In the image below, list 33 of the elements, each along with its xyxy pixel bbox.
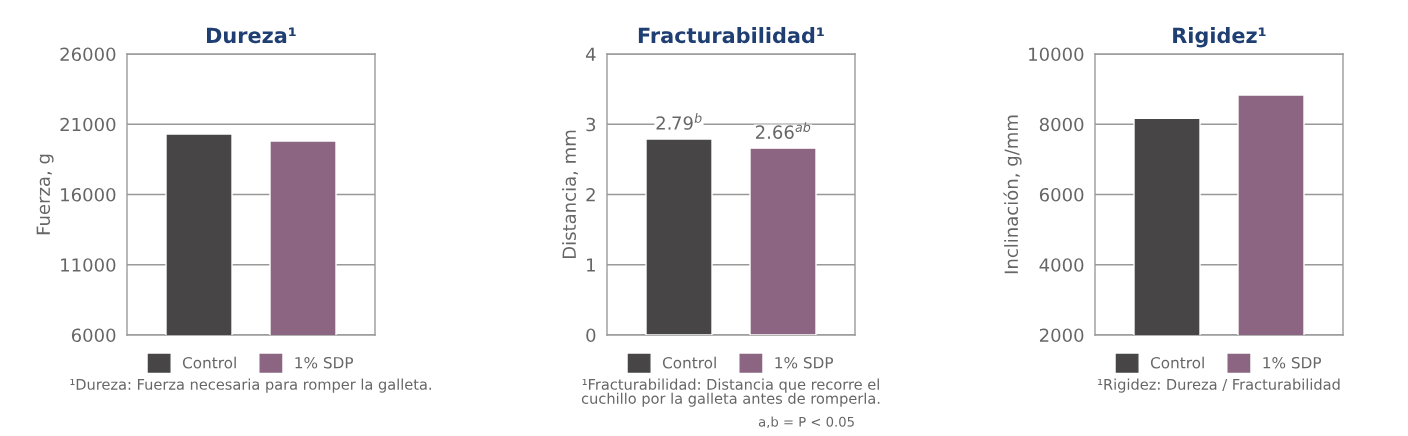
y-tick-label: 26000 — [60, 47, 116, 62]
data-label: 2.66$^{ab}$ — [755, 122, 811, 139]
text: a,b = P < 0.05 — [758, 416, 854, 429]
y-tick-label: 11000 — [61, 258, 116, 272]
chart-title: Dureza¹ — [206, 27, 296, 44]
y-axis-title: Distancia, mm — [562, 130, 578, 259]
legend-label: Control — [662, 356, 716, 369]
y-tick-label: 4 — [585, 47, 596, 61]
legend-label: 1% SDP — [295, 356, 354, 369]
chart-title: Fracturabilidad¹ — [638, 27, 824, 44]
data-label: 2.79$^{b}$ — [656, 113, 702, 130]
y-tick-label: 6000 — [1039, 187, 1084, 202]
y-tick-label: 2000 — [1039, 328, 1084, 343]
y-axis-title: Fuerza, g — [36, 154, 54, 235]
y-axis-title: Inclinación, g/mm — [1003, 115, 1022, 274]
text: ¹Dureza: Fuerza necesaria para romper la galleta. — [70, 378, 431, 393]
y-tick-label: 21000 — [60, 117, 116, 132]
chart-title: Rigidez¹ — [1173, 27, 1266, 48]
y-tick-label: 4000 — [1039, 258, 1084, 272]
text: ¹Rigidez: Dureza / Fracturabilidad — [1098, 378, 1340, 393]
y-tick-label: 3 — [586, 117, 596, 132]
legend-label: 1% SDP — [1263, 356, 1322, 369]
y-tick-label: 0 — [586, 328, 596, 343]
legend-label: 1% SDP — [775, 356, 834, 369]
legend-label: Control — [182, 356, 236, 369]
y-tick-label: 2 — [586, 187, 595, 202]
y-tick-label: 8000 — [1039, 117, 1084, 132]
y-tick-label: 16000 — [61, 187, 116, 202]
text: ¹Fracturabilidad: Distancia que recorre el cuchillo por la galleta antes de romperla. — [581, 378, 880, 407]
y-tick-label: 6000 — [71, 328, 116, 343]
y-tick-label: 10000 — [1029, 47, 1084, 62]
y-tick-label: 1 — [587, 258, 595, 272]
legend-label: Control — [1150, 356, 1204, 369]
